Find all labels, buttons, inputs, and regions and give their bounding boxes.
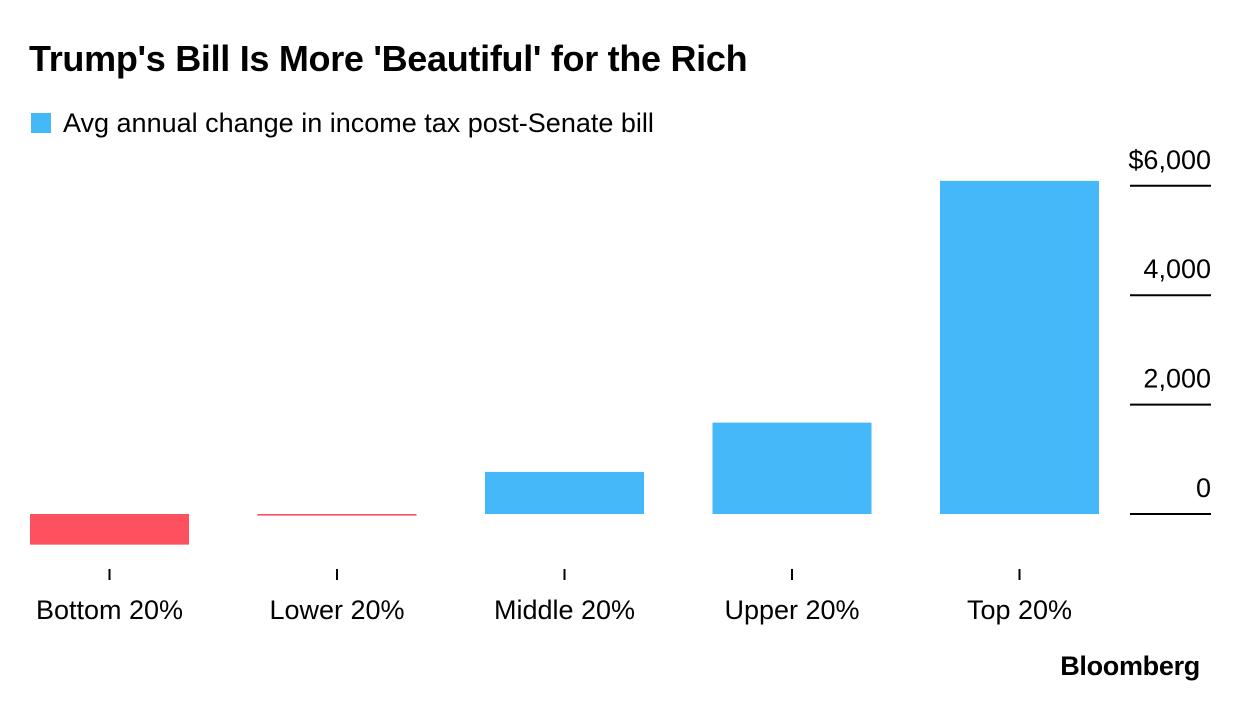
x-tick-label: Bottom 20% bbox=[36, 595, 183, 625]
bar-lower-20 bbox=[257, 514, 417, 516]
bars-group bbox=[30, 180, 1099, 545]
y-tick-label: $6,000 bbox=[1128, 145, 1211, 175]
x-tick-label: Upper 20% bbox=[724, 595, 859, 625]
bar-bottom-20 bbox=[30, 514, 189, 545]
bar-upper-20 bbox=[712, 422, 872, 514]
y-tick-label: 4,000 bbox=[1143, 254, 1211, 284]
legend-label: Avg annual change in income tax post-Sen… bbox=[63, 107, 654, 138]
chart-title: Trump's Bill Is More 'Beautiful' for the… bbox=[29, 38, 748, 79]
x-tick-label: Lower 20% bbox=[269, 595, 404, 625]
y-tick-label: 2,000 bbox=[1143, 364, 1211, 394]
bloomberg-logo: Bloomberg bbox=[1060, 651, 1200, 681]
x-axis: Bottom 20% Lower 20% Middle 20% Upper 20% To… bbox=[36, 569, 1072, 625]
bar-top-20 bbox=[940, 180, 1099, 514]
x-tick-label: Middle 20% bbox=[494, 595, 635, 625]
bar-middle-20 bbox=[485, 471, 644, 514]
y-tick-label: 0 bbox=[1196, 473, 1211, 503]
legend-swatch bbox=[31, 113, 51, 133]
x-tick-label: Top 20% bbox=[967, 595, 1072, 625]
y-axis: 0 2,000 4,000 $6,000 bbox=[1128, 145, 1211, 515]
legend: Avg annual change in income tax post-Sen… bbox=[31, 106, 654, 140]
